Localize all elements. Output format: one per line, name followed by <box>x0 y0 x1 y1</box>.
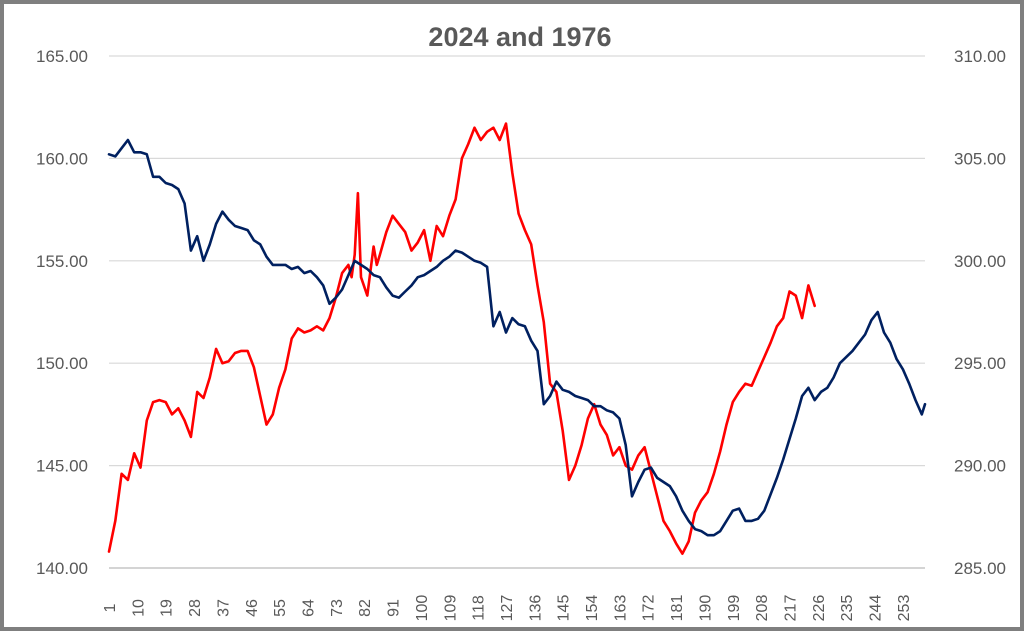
right-axis-tick-label: 290.00 <box>954 457 1006 476</box>
x-axis-tick-label: 73 <box>329 599 346 617</box>
x-axis-tick-label: 163 <box>612 595 629 622</box>
left-axis-tick-label: 155.00 <box>36 252 88 271</box>
x-axis-tick-label: 226 <box>811 595 828 622</box>
x-axis-tick-label: 91 <box>386 599 403 617</box>
x-axis-tick-label: 172 <box>641 595 658 622</box>
right-axis-tick-label: 310.00 <box>954 47 1006 66</box>
x-axis-tick-label: 109 <box>442 595 459 622</box>
right-axis-tick-label: 285.00 <box>954 559 1006 578</box>
x-axis-tick-label: 46 <box>244 599 261 617</box>
x-axis-tick-label: 1 <box>102 603 119 612</box>
right-axis-tick-label: 295.00 <box>954 354 1006 373</box>
x-axis-tick-label: 100 <box>414 595 431 622</box>
right-axis-tick-label: 305.00 <box>954 149 1006 168</box>
left-axis-tick-label: 145.00 <box>36 457 88 476</box>
left-axis-tick-label: 160.00 <box>36 149 88 168</box>
x-axis-tick-label: 244 <box>868 595 885 622</box>
x-axis-tick-label: 136 <box>527 595 544 622</box>
left-axis-tick-label: 165.00 <box>36 47 88 66</box>
series-line-1976 <box>107 122 817 556</box>
x-axis-tick-label: 217 <box>783 595 800 622</box>
x-axis-tick-label: 208 <box>754 595 771 622</box>
left-axis-tick-label: 140.00 <box>36 559 88 578</box>
right-axis-tick-label: 300.00 <box>954 252 1006 271</box>
x-axis-tick-label: 55 <box>272 599 289 617</box>
x-axis-tick-label: 127 <box>499 595 516 622</box>
x-axis-tick-label: 235 <box>839 595 856 622</box>
x-axis-tick-label: 37 <box>215 599 232 617</box>
x-axis-tick-label: 64 <box>300 599 317 617</box>
x-axis-tick-label: 118 <box>471 595 488 621</box>
x-axis-tick-label: 10 <box>130 599 147 617</box>
left-axis-tick-label: 150.00 <box>36 354 88 373</box>
x-axis-tick-label: 19 <box>159 599 176 617</box>
series-line-2024 <box>107 138 927 537</box>
x-axis-tick-label: 28 <box>187 599 204 617</box>
line-chart: 2024 and 1976 140.00145.00150.00155.0016… <box>36 22 1006 622</box>
x-axis-tick-label: 181 <box>669 595 686 622</box>
x-axis-tick-label: 190 <box>697 595 714 622</box>
x-axis-tick-label: 82 <box>357 599 374 617</box>
x-axis-tick-label: 154 <box>584 595 601 622</box>
x-axis-tick-label: 253 <box>896 595 913 622</box>
x-axis-tick-label: 145 <box>556 595 573 622</box>
x-axis-tick-label: 199 <box>726 595 743 622</box>
chart-title: 2024 and 1976 <box>428 22 611 52</box>
